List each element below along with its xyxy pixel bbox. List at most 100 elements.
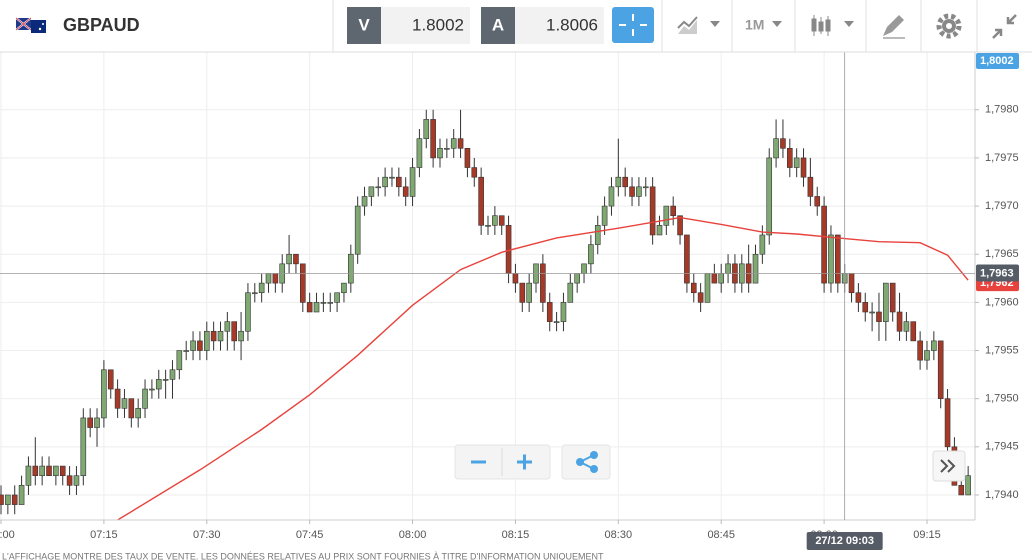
sell-label[interactable]: V [358,15,370,34]
candle-body [800,157,807,178]
y-tick-label: 1,7955 [985,344,1019,356]
buy-price[interactable]: 1.8006 [546,15,598,34]
settings-button[interactable] [936,13,962,39]
y-tick-label: 1,7965 [985,248,1019,260]
candle-body [663,205,670,226]
candle-body [176,350,183,371]
candle-body [560,302,567,322]
chart-type-button[interactable] [677,16,720,34]
candle-body [224,321,231,332]
footer-note: L'AFFICHAGE MONTRE DES TAUX DE VENTE. LE… [2,551,604,560]
candle-body [313,302,320,313]
candle-body [773,138,779,159]
candle-body [25,465,32,486]
share-icon [576,451,598,473]
y-tick-label: 1,7960 [985,296,1019,308]
candle-body [835,234,841,284]
candle-body [87,417,93,428]
buy-label[interactable]: A [492,15,504,34]
symbol: GBPAUD [63,15,140,35]
candle-body [382,176,388,188]
candle-body [889,282,896,313]
sell-field[interactable] [381,7,470,44]
candle-body [869,311,875,314]
candle-body [128,398,135,419]
candle-body [389,176,395,179]
candle-body [183,350,189,352]
candle-body [924,350,930,361]
candle-body [396,176,402,188]
candle-body [66,475,73,486]
candle-body [471,167,478,178]
y-tick-label: 1,7975 [985,152,1019,164]
buy-field[interactable] [515,7,604,44]
candle-body [855,292,862,303]
candle-body [46,465,52,477]
candle-body [306,302,313,313]
candle-body [327,302,334,304]
candle-style-button[interactable] [811,15,854,36]
candle-body [354,205,361,255]
candle-body [107,369,114,390]
candle-body [478,176,484,226]
candle-body [265,273,272,284]
collapse-button[interactable] [992,14,1017,39]
candle-body [965,475,971,496]
candle-body [293,253,299,265]
drawing-button[interactable] [883,15,905,39]
candle-body [821,205,827,284]
x-tick-label: 07:45 [296,529,324,541]
x-tick-label: 09:15 [913,529,941,541]
candle-body [135,407,141,419]
zoom-controls [454,444,966,482]
zoom-in[interactable] [517,454,532,470]
candle-body [656,225,663,236]
candle-body [59,465,66,477]
candle-body [711,273,718,284]
candle-body [670,205,676,217]
candle-body [217,330,224,342]
candle-body [300,263,306,303]
candle-body [917,340,923,361]
candle-body [546,302,553,322]
candle-body [197,340,203,351]
candle-body [725,263,731,274]
candle-body [629,186,635,197]
candle-body [53,465,59,477]
timeframe[interactable]: 1M [745,17,764,33]
crosshair-icon [619,14,647,36]
candle-body [615,176,622,188]
buy-button[interactable] [481,7,515,44]
scroll-end-button[interactable] [932,450,966,482]
candle-body [450,138,457,149]
candle-body [883,282,889,322]
candle-body [896,311,903,332]
share-button[interactable] [561,444,611,480]
crosshair-x-label: 27/12 09:03 [815,535,874,547]
candle-body [862,302,869,313]
candle-body [519,282,526,303]
candle-body [437,147,443,159]
candle-body [0,494,4,505]
candle-body [958,485,965,496]
x-tick-label: 08:30 [605,529,633,541]
sell-button[interactable] [347,7,381,44]
candle-body [94,417,100,428]
candle-body [780,138,786,149]
scroll-end-icon [940,459,956,473]
dropdown-arrow[interactable] [772,21,782,27]
candle-body [937,340,944,399]
crosshair-button[interactable] [612,7,654,43]
candle-body [231,321,238,342]
candle-body [718,273,725,284]
candle-body [848,273,855,294]
sell-price[interactable]: 1.8002 [412,15,464,34]
candle-body [149,388,155,391]
candle-body [622,176,628,188]
candle-body [190,340,196,351]
candle-body [567,282,574,303]
candle-body [581,263,587,274]
candle-body [155,379,162,390]
candle-body [903,321,910,332]
sell-marker-box [976,53,1019,69]
